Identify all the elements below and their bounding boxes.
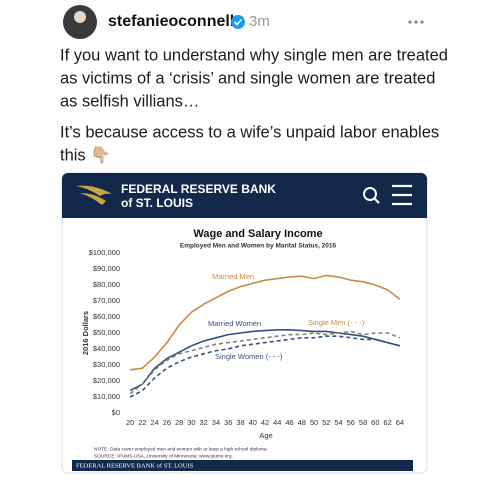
chart-title: Wage and Salary Income (193, 228, 322, 240)
post-line: If you want to understand why single men… (60, 46, 448, 64)
search-icon[interactable] (363, 187, 377, 201)
y-tick-label: $60,000 (93, 312, 120, 321)
x-tick-label: 22 (138, 418, 146, 427)
x-tick-label: 32 (200, 418, 208, 427)
x-tick-label: 26 (163, 418, 171, 427)
note: SOURCE: IPUMS-USA, University of Minneso… (94, 453, 233, 459)
post-line: as victims of a ‘crisis’ and single wome… (60, 69, 435, 87)
x-tick-label: 48 (298, 418, 306, 427)
x-axis-label: Age (259, 431, 272, 440)
y-tick-label: $20,000 (93, 376, 120, 385)
x-tick-label: 40 (249, 418, 257, 427)
series-line (129, 335, 401, 398)
y-tick-label: $10,000 (93, 392, 120, 401)
x-tick-label: 24 (150, 418, 158, 427)
series-label: Married Women (208, 319, 261, 328)
y-tick-label: $30,000 (93, 360, 120, 369)
image-header (62, 173, 427, 218)
search-handle (373, 197, 380, 204)
y-tick-label: $0 (112, 408, 120, 417)
x-tick-label: 50 (310, 418, 318, 427)
y-tick-label: $100,000 (89, 248, 120, 257)
more-menu[interactable] (408, 20, 424, 24)
image-footer (72, 460, 413, 471)
username[interactable]: stefanieoconnell (108, 13, 234, 30)
x-tick-label: 60 (371, 418, 379, 427)
series-line (129, 328, 401, 392)
series-label: Single Men (- - -) (308, 318, 365, 327)
series-label: Single Women (- - -) (215, 352, 283, 361)
eagle-logo (76, 185, 112, 205)
verified-badge (231, 15, 245, 29)
x-tick-label: 20 (126, 418, 134, 427)
x-tick-label: 28 (175, 418, 183, 427)
x-tick-label: 52 (322, 418, 330, 427)
x-tick-label: 64 (396, 418, 404, 427)
y-tick-label: $90,000 (93, 264, 120, 273)
verified-check (233, 18, 243, 26)
brand-line: FEDERAL RESERVE BANK (121, 182, 276, 196)
brand-line: of ST. LOUIS (121, 196, 193, 210)
x-tick-label: 42 (261, 418, 269, 427)
post-line: this 👇🏼 (60, 145, 111, 165)
x-tick-label: 54 (334, 418, 342, 427)
y-tick-label: $50,000 (93, 328, 120, 337)
x-tick-label: 30 (187, 418, 195, 427)
x-tick-label: 36 (224, 418, 232, 427)
series-line (130, 274, 401, 371)
note: NOTE: Data cover employed men and women … (94, 446, 268, 452)
footer-brand: FEDERAL RESERVE BANK of ST. LOUIS (76, 462, 194, 469)
chart-subtitle: Employed Men and Women by Marital Status… (180, 243, 337, 250)
x-tick-label: 34 (212, 418, 220, 427)
series-line (129, 330, 401, 395)
post-line: It’s because access to a wife’s unpaid l… (60, 123, 439, 141)
y-tick-label: $40,000 (93, 344, 120, 353)
x-tick-label: 38 (236, 418, 244, 427)
series-label: Married Men (212, 272, 254, 281)
post-time: 3m (249, 13, 270, 30)
hamburger-menu[interactable] (392, 184, 412, 206)
y-axis-label: 2016 Dollars (81, 311, 90, 355)
avatar-face (74, 11, 86, 23)
x-tick-label: 56 (347, 418, 355, 427)
post-line: as selfish villians… (60, 92, 199, 110)
y-tick-label: $70,000 (93, 296, 120, 305)
x-tick-label: 46 (285, 418, 293, 427)
y-tick-label: $80,000 (93, 280, 120, 289)
x-tick-label: 58 (359, 418, 367, 427)
x-tick-label: 62 (383, 418, 391, 427)
x-tick-label: 44 (273, 418, 281, 427)
